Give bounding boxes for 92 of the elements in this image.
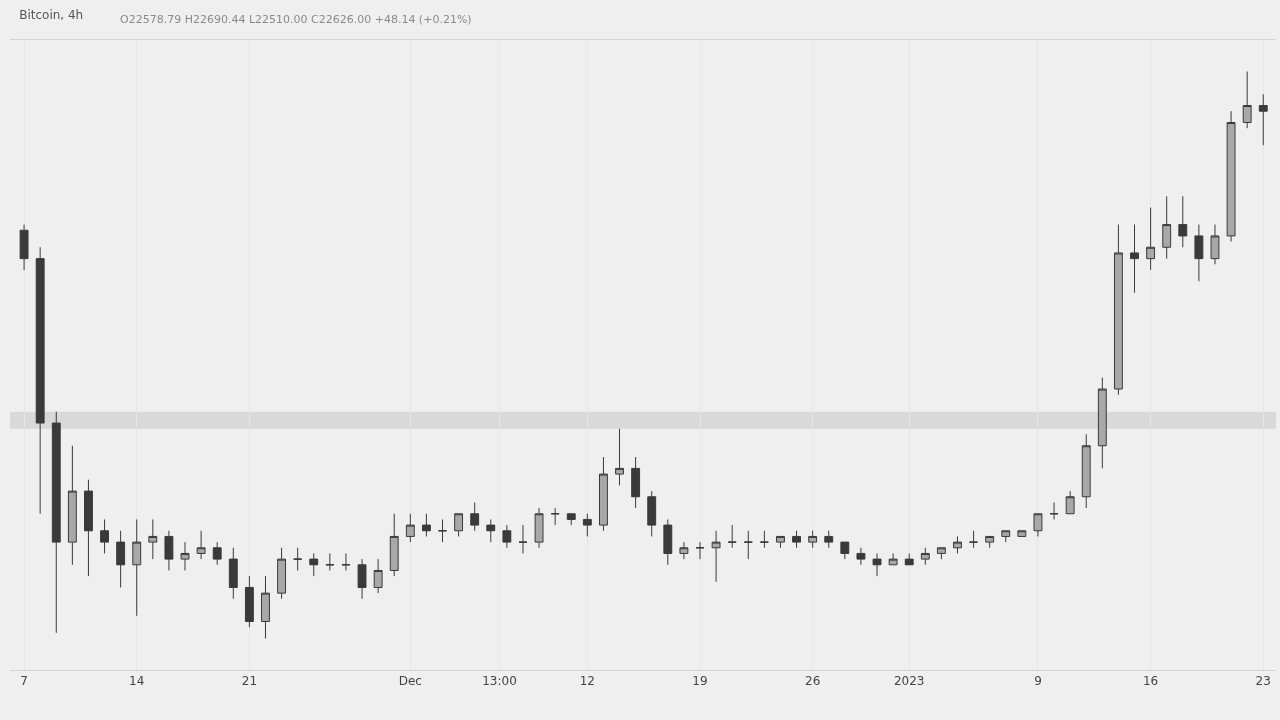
candlestick <box>228 547 238 600</box>
candlestick <box>421 513 431 537</box>
candlestick <box>438 518 447 543</box>
candlestick <box>985 535 995 549</box>
candlestick <box>389 513 399 577</box>
candlestick <box>872 552 882 577</box>
candlestick <box>1113 224 1123 396</box>
candlestick <box>116 530 126 588</box>
x-tick-label: 12 <box>579 674 595 689</box>
candlestick <box>679 541 689 560</box>
candlestick <box>759 530 769 549</box>
candlestick <box>566 513 576 526</box>
candlestick <box>84 479 93 577</box>
candlestick <box>244 575 254 628</box>
candlestick <box>293 547 303 571</box>
candlestick <box>325 552 335 571</box>
candlestick <box>35 246 45 515</box>
candlestick <box>792 530 801 549</box>
candlestick <box>936 547 946 560</box>
candlestick <box>920 547 930 566</box>
candlestick <box>534 507 544 549</box>
candlestick <box>904 552 914 566</box>
candlestick <box>100 518 109 554</box>
candlestick <box>1097 377 1107 469</box>
x-tick-label: 2023 <box>893 674 925 689</box>
candlestick <box>615 428 624 486</box>
candlestick <box>647 490 657 537</box>
candlestick <box>309 552 319 577</box>
x-tick-label: 9 <box>1034 674 1042 689</box>
candlestick <box>180 541 190 571</box>
candlestick <box>1017 530 1027 537</box>
candlestick <box>518 524 528 554</box>
candlestick <box>486 518 496 543</box>
x-tick-label: 21 <box>241 674 258 689</box>
candlestick <box>132 518 142 617</box>
x-tick-label: Dec <box>398 674 422 689</box>
candlestick <box>953 535 962 554</box>
candlestick <box>840 541 850 560</box>
candlestick <box>598 456 608 532</box>
x-tick-label: 23 <box>1255 674 1271 689</box>
x-tick-label: 26 <box>805 674 821 689</box>
candlestick <box>470 501 480 532</box>
candlestick <box>405 513 415 543</box>
candlestick <box>1001 530 1011 543</box>
candlestick <box>582 513 592 537</box>
candlestick <box>1242 71 1252 129</box>
candlestick <box>212 541 222 566</box>
candlestick <box>357 558 367 600</box>
candlestick <box>888 552 898 566</box>
candlestick <box>711 530 721 583</box>
candlestick <box>727 524 737 549</box>
x-tick-label: 16 <box>1142 674 1159 689</box>
candlestick <box>743 530 753 560</box>
candlestick <box>19 224 29 271</box>
candlestick <box>341 552 351 571</box>
candlestick <box>277 547 287 600</box>
candlestick <box>67 445 77 566</box>
candlestick <box>550 507 560 526</box>
x-tick-label: 14 <box>129 674 145 689</box>
candlestick <box>969 530 979 549</box>
candlestick <box>1226 110 1236 243</box>
candlestick <box>808 530 818 549</box>
x-tick-label: 13:00 <box>482 674 517 689</box>
candlestick <box>1033 513 1043 537</box>
x-tick-label: 7 <box>20 674 28 689</box>
candlestick <box>261 575 270 639</box>
candlestick <box>51 411 61 634</box>
candlestick <box>1258 93 1268 146</box>
candlestick <box>1146 207 1156 271</box>
candlestick <box>1081 433 1091 509</box>
candlestick <box>1162 195 1172 260</box>
x-tick-label: 19 <box>692 674 708 689</box>
candlestick <box>148 518 158 560</box>
candlestick <box>373 558 383 594</box>
candlestick <box>502 524 512 549</box>
candlestick <box>695 541 705 560</box>
candlestick <box>454 513 464 537</box>
candlestick <box>824 530 834 549</box>
candlestick <box>1049 501 1059 520</box>
candlestick <box>196 530 206 560</box>
candlestick <box>1210 224 1220 265</box>
chart-title: Bitcoin, 4h <box>19 8 84 23</box>
candlestick <box>1194 224 1204 282</box>
candlestick <box>856 547 866 566</box>
candlestick <box>663 518 673 566</box>
text: O22578.79 H22690.44 L22510.00 C22626.00 +48.14 (+0.21%) <box>120 13 472 26</box>
candlestick <box>164 530 174 571</box>
candlestick <box>1065 490 1075 515</box>
candlestick <box>776 535 785 549</box>
candlestick <box>1178 195 1188 248</box>
candlestick <box>1130 224 1139 294</box>
candlestick <box>631 456 641 509</box>
